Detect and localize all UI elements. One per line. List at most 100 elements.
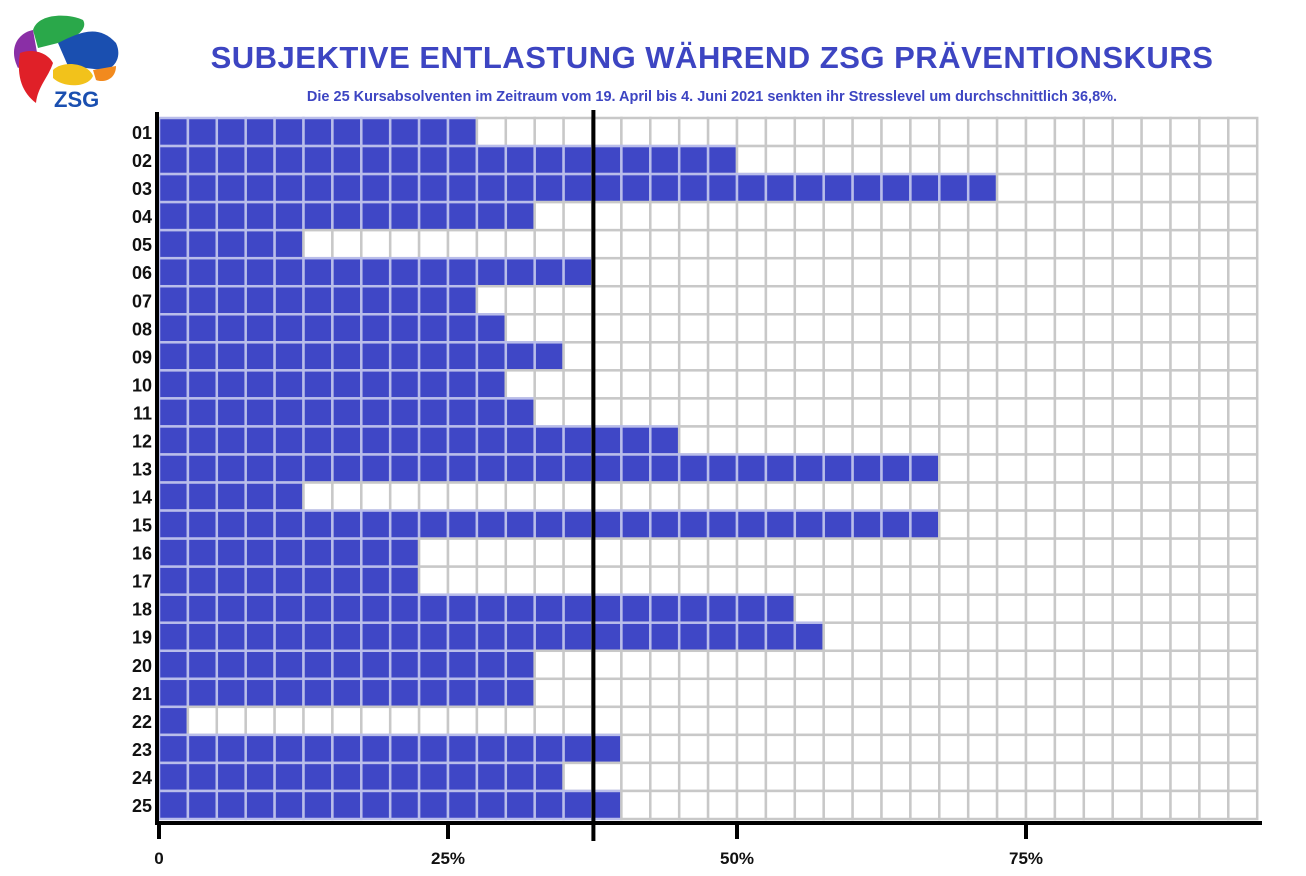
y-tick-label: 07 [132, 291, 152, 311]
bar-row-20 [157, 649, 1259, 681]
bar-cell [533, 509, 565, 540]
grid-cell [1082, 565, 1114, 596]
grid-cell [1053, 705, 1086, 737]
y-tick-label: 11 [133, 403, 152, 423]
grid-cell [909, 144, 941, 176]
bar-cell [417, 116, 450, 148]
grid-cell [1198, 537, 1230, 568]
bar-cell [562, 789, 594, 821]
grid-cell [735, 677, 768, 709]
bar-cell [591, 509, 623, 540]
grid-cell [851, 116, 883, 148]
grid-cell [966, 116, 999, 148]
grid-cell [909, 341, 941, 372]
grid-cell [620, 565, 652, 596]
bar-cell [417, 677, 450, 709]
grid-cell [938, 481, 970, 512]
bar-cell [562, 144, 594, 176]
y-tick-label: 15 [132, 516, 152, 536]
grid-cell [995, 705, 1028, 737]
grid-cell [1082, 425, 1114, 456]
bar-cell [475, 593, 508, 624]
grid-cell [1024, 453, 1057, 484]
grid-cell [1024, 481, 1057, 512]
grid-cell [677, 761, 710, 793]
bar-cell [360, 425, 392, 456]
bar-cell [822, 453, 854, 484]
grid-cell [1024, 537, 1057, 568]
grid-cell [677, 369, 710, 400]
grid-cell [764, 425, 797, 456]
grid-cell [735, 228, 768, 260]
bar-cell [620, 172, 652, 204]
bar-cell [244, 677, 276, 709]
grid-cell [1024, 397, 1057, 428]
grid-cell [735, 397, 768, 428]
grid-cell [1227, 705, 1259, 737]
grid-cell [851, 649, 883, 681]
grid-cell [620, 313, 652, 344]
grid-cell [1082, 172, 1114, 204]
grid-cell [1198, 481, 1230, 512]
grid-cell [1140, 621, 1172, 653]
grid-cell [995, 228, 1028, 260]
bar-cell [475, 313, 508, 344]
grid-cell [995, 341, 1028, 372]
bar-cell [244, 397, 276, 428]
grid-cell [735, 481, 768, 512]
grid-cell [706, 425, 739, 456]
bar-cell [793, 509, 825, 540]
grid-cell [1169, 284, 1201, 316]
grid-cell [1024, 369, 1057, 400]
y-tick-label: 22 [132, 712, 152, 732]
grid-cell [966, 256, 999, 288]
grid-cell [995, 565, 1028, 596]
grid-cell [966, 593, 999, 624]
bar-cell [331, 397, 363, 428]
bar-cell [157, 733, 190, 765]
grid-cell [1053, 761, 1086, 793]
bar-cell [417, 341, 450, 372]
bar-cell [446, 621, 479, 653]
grid-cell [995, 200, 1028, 232]
grid-cell [677, 228, 710, 260]
grid-cell [966, 397, 999, 428]
bar-cell [417, 509, 450, 540]
grid-cell [909, 313, 941, 344]
bar-row-09 [157, 341, 1259, 372]
y-tick-label: 02 [132, 151, 152, 171]
grid-cell [1227, 369, 1259, 400]
y-tick-label: 20 [132, 656, 152, 676]
grid-cell [966, 200, 999, 232]
bar-cell [244, 341, 276, 372]
bar-cell [273, 565, 305, 596]
grid-cell [302, 481, 334, 512]
grid-cell [1024, 172, 1057, 204]
grid-cell [1053, 116, 1086, 148]
grid-cell [677, 537, 710, 568]
bar-cell [504, 761, 536, 793]
bar-cell [244, 593, 276, 624]
bar-cell [215, 565, 247, 596]
y-tick-label: 12 [132, 431, 152, 451]
bar-cell [360, 761, 392, 793]
bar-cell [302, 677, 334, 709]
bar-cell [504, 144, 536, 176]
bar-cell [735, 593, 768, 624]
grid-cell [764, 256, 797, 288]
grid-cell [1024, 341, 1057, 372]
bar-cell [388, 565, 421, 596]
grid-cell [331, 228, 363, 260]
grid-cell [764, 761, 797, 793]
grid-cell [966, 425, 999, 456]
bar-cell [215, 593, 247, 624]
grid-cell [764, 649, 797, 681]
bar-row-13 [157, 453, 1259, 484]
grid-cell [995, 369, 1028, 400]
bar-cell [417, 256, 450, 288]
grid-cell [851, 425, 883, 456]
grid-cell [938, 677, 970, 709]
grid-cell [1111, 228, 1143, 260]
bar-cell [504, 649, 536, 681]
bar-cell [215, 313, 247, 344]
